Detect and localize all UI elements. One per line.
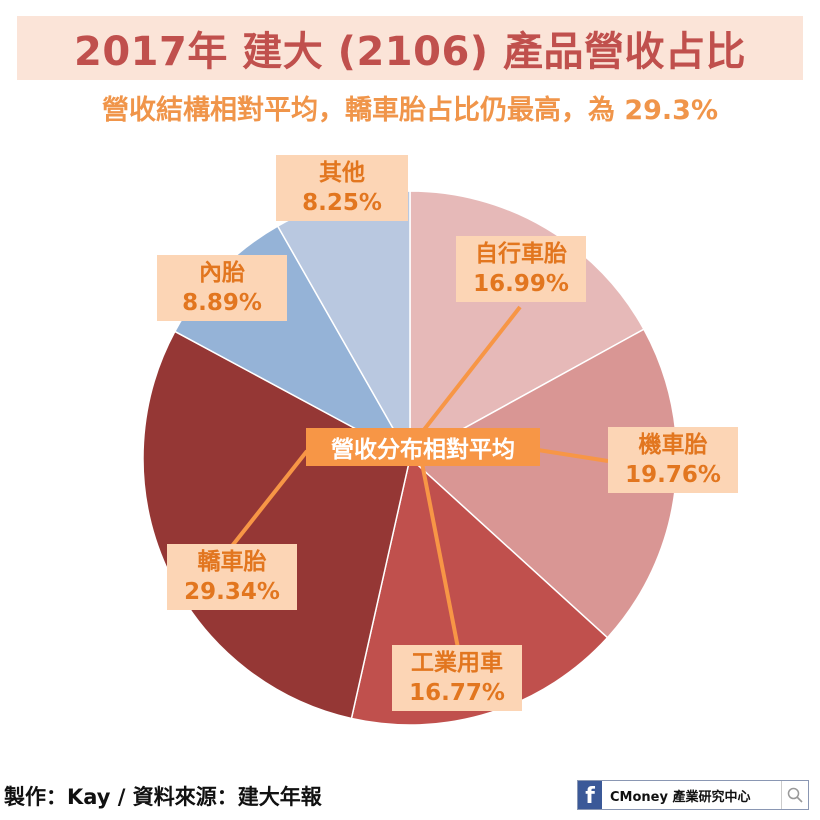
footer-credit: 製作：Kay / 資料來源：建大年報 bbox=[4, 785, 322, 809]
label-value: 8.25% bbox=[302, 190, 382, 216]
data-label-inner-tube: 內胎 8.89% bbox=[157, 255, 287, 321]
search-icon[interactable] bbox=[782, 781, 808, 809]
label-value: 29.34% bbox=[184, 579, 280, 605]
page-subtitle: 營收結構相對平均，轎車胎占比仍最高，為 29.3% bbox=[101, 95, 719, 126]
label-name: 轎車胎 bbox=[197, 549, 267, 575]
data-label-motorcycle-tire: 機車胎 19.76% bbox=[608, 427, 738, 493]
leader-line-motorcycle bbox=[537, 448, 609, 463]
leader-line-bicycle bbox=[421, 305, 522, 433]
label-name: 機車胎 bbox=[638, 432, 708, 458]
label-value: 8.89% bbox=[182, 290, 262, 316]
leader-lines bbox=[230, 305, 609, 649]
label-name: 內胎 bbox=[199, 260, 245, 286]
center-annotation: 營收分布相對平均 bbox=[306, 428, 540, 466]
label-value: 16.99% bbox=[473, 271, 569, 297]
label-name: 工業用車 bbox=[411, 650, 503, 676]
label-value: 16.77% bbox=[409, 680, 505, 706]
label-value: 19.76% bbox=[625, 462, 721, 488]
page-title: 2017年 建大 (2106) 產品營收占比 bbox=[74, 29, 746, 75]
title-band: 2017年 建大 (2106) 產品營收占比 bbox=[17, 16, 803, 80]
facebook-badge[interactable]: f CMoney 產業研究中心 bbox=[577, 780, 809, 810]
data-label-other: 其他 8.25% bbox=[276, 155, 408, 221]
label-name: 其他 bbox=[319, 160, 365, 186]
label-name: 自行車胎 bbox=[475, 241, 567, 267]
leader-line-passenger bbox=[230, 449, 309, 548]
facebook-icon: f bbox=[578, 781, 602, 809]
data-label-passenger-car-tire: 轎車胎 29.34% bbox=[167, 544, 297, 610]
leader-line-industrial bbox=[420, 462, 460, 649]
badge-text: CMoney 產業研究中心 bbox=[602, 781, 782, 809]
data-label-industrial-vehicle: 工業用車 16.77% bbox=[392, 645, 522, 711]
data-label-bicycle-tire: 自行車胎 16.99% bbox=[456, 236, 586, 302]
